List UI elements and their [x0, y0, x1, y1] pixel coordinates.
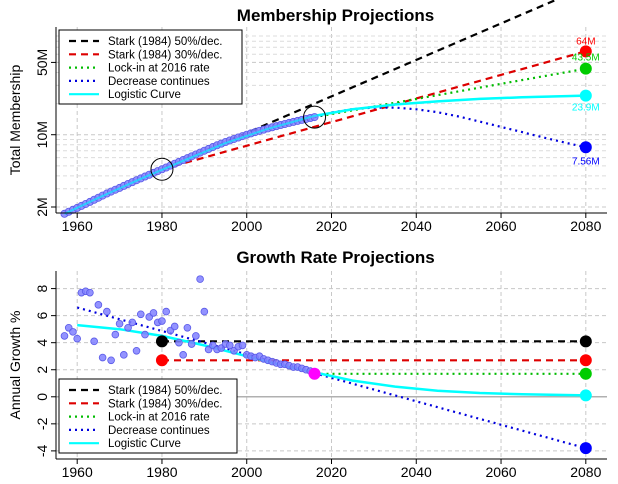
end-point [579, 442, 592, 455]
y-tick-label: 6 [34, 312, 50, 320]
data-point [196, 275, 204, 283]
x-tick-label: 1960 [62, 464, 93, 480]
y-axis-title: Annual Growth % [7, 311, 23, 420]
end-point [579, 89, 592, 102]
anchor-circle-0 [150, 157, 174, 181]
end-point [155, 354, 168, 367]
y-tick-label: -4 [34, 444, 50, 457]
y-tick-label: 2M [34, 197, 50, 216]
x-tick-label: 2000 [231, 218, 262, 234]
chart-title: Membership Projections [237, 6, 434, 25]
x-tick-label: 2060 [485, 218, 516, 234]
data-point [225, 341, 234, 350]
y-tick-label: 0 [34, 393, 50, 401]
y-tick-label: 4 [34, 339, 50, 347]
end-point [579, 335, 592, 348]
x-tick-label: 1980 [146, 218, 177, 234]
x-tick-label: 2020 [316, 464, 347, 480]
data-point [175, 338, 183, 347]
data-point [103, 307, 111, 316]
end-point [579, 141, 592, 154]
data-point [73, 334, 81, 343]
y-axis-title: Total Membership [7, 65, 23, 176]
legend-label-4: Logistic Curve [108, 89, 181, 101]
data-point [86, 288, 94, 297]
data-point [187, 340, 196, 348]
x-tick-label: 2000 [231, 464, 262, 480]
logistic-curve-overlay [64, 94, 586, 215]
x-tick-label: 1980 [146, 464, 177, 480]
data-point [141, 330, 149, 339]
x-tick-label: 2080 [570, 218, 601, 234]
data-point [192, 332, 200, 340]
end-point [308, 367, 321, 380]
data-point [107, 356, 115, 365]
legend-label-2: Lock-in at 2016 rate [108, 63, 210, 75]
y-tick-label: 50M [34, 49, 50, 76]
legend-label-1: Stark (1984) 30%/dec. [108, 49, 222, 61]
legend-box [58, 29, 243, 105]
y-tick-label: -2 [34, 417, 50, 430]
end-point [579, 389, 592, 402]
y-tick-label: 8 [34, 284, 50, 292]
series-line-3 [76, 306, 587, 450]
legend-label-2: Lock-in at 2016 rate [108, 412, 210, 424]
legend-label-3: Decrease continues [108, 425, 210, 437]
data-point [90, 337, 98, 346]
x-tick-label: 2040 [401, 464, 432, 480]
series-line-2 [314, 67, 586, 119]
data-point [98, 353, 107, 362]
data-point [120, 351, 128, 359]
legend-label-4: Logistic Curve [108, 438, 181, 450]
series-line-1 [161, 50, 587, 171]
legend-label-0: Stark (1984) 50%/dec. [108, 36, 222, 48]
x-tick-label: 2040 [401, 218, 432, 234]
legend-label-3: Decrease continues [108, 76, 210, 88]
x-tick-label: 2080 [570, 464, 601, 480]
data-point [136, 310, 145, 319]
data-point [94, 301, 103, 309]
end-point [579, 45, 592, 58]
legend-label-1: Stark (1984) 30%/dec. [108, 398, 222, 410]
x-tick-label: 1960 [62, 218, 93, 234]
membership-panel: 268M 64M 43.5M 23.9M 7.56M 1960 1980 2000 2020 20… [7, 0, 607, 234]
end-label: 23.9M [572, 103, 600, 114]
y-tick-label: 2 [34, 366, 50, 374]
growth-panel: 1960 1980 2000 2020 2040 2060 2080 -4 -2 0 2 4 6 8 Gro… [7, 248, 607, 480]
chart-title: Growth Rate Projections [236, 248, 434, 267]
data-point [200, 307, 209, 316]
data-point [149, 309, 158, 317]
data-point [60, 332, 69, 340]
data-point [128, 318, 137, 327]
end-label: 43.5M [572, 53, 600, 64]
x-tick-label: 2020 [316, 218, 347, 234]
end-point [579, 367, 592, 380]
data-point [115, 319, 124, 328]
end-label: 64M [576, 36, 595, 47]
data-point [162, 307, 171, 316]
series-line-3 [314, 106, 587, 149]
data-point [183, 324, 192, 332]
data-point [158, 317, 166, 325]
anchor-circle-1 [303, 105, 327, 129]
end-point [155, 335, 168, 348]
end-point [579, 62, 592, 75]
data-point [170, 322, 179, 331]
data-point [124, 324, 132, 332]
data-point [132, 346, 141, 355]
data-point [179, 351, 187, 359]
end-point [579, 354, 592, 367]
x-tick-label: 2060 [485, 464, 516, 480]
end-label: 7.56M [572, 156, 600, 167]
data-point [238, 341, 247, 350]
end-label: 268M [573, 0, 598, 3]
y-tick-label: 10M [34, 121, 50, 148]
legend-label-0: Stark (1984) 50%/dec. [108, 385, 222, 397]
data-point [111, 330, 120, 339]
data-point [69, 328, 77, 336]
